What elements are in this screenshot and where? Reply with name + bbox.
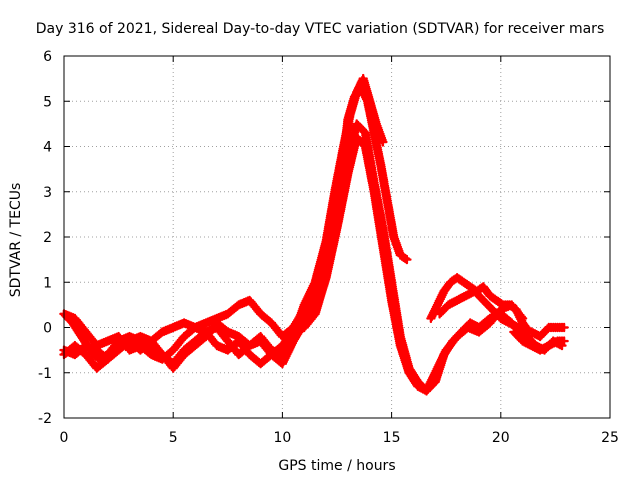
series-track-7 xyxy=(509,327,569,355)
y-tick-label: -1 xyxy=(38,366,52,382)
y-tick-label: 6 xyxy=(43,49,52,65)
series-track-8 xyxy=(526,322,569,342)
x-tick-label: 25 xyxy=(601,430,619,446)
y-tick-label: 0 xyxy=(43,321,52,337)
y-tick-label: 3 xyxy=(43,185,52,201)
y-tick-label: 4 xyxy=(43,140,52,156)
x-tick-label: 5 xyxy=(169,430,178,446)
x-tick-label: 20 xyxy=(492,430,510,446)
y-tick-label: 5 xyxy=(43,94,52,110)
x-axis-label: GPS time / hours xyxy=(278,458,395,474)
y-tick-label: -2 xyxy=(38,411,52,427)
y-axis-label: SDTVAR / TECUs xyxy=(8,183,24,298)
y-tick-label: 2 xyxy=(43,230,52,246)
x-tick-label: 10 xyxy=(273,430,291,446)
x-tick-label: 15 xyxy=(383,430,401,446)
axis-ticks: 0 5 10 15 20 25 -2 -1 0 1 2 3 4 5 6 xyxy=(38,49,619,446)
x-tick-label: 0 xyxy=(60,430,69,446)
series-track-4 xyxy=(59,132,528,396)
y-tick-label: 1 xyxy=(43,275,52,291)
series-track-5 xyxy=(426,273,534,337)
data-series xyxy=(59,73,569,396)
chart-title: Day 316 of 2021, Sidereal Day-to-day VTE… xyxy=(36,21,604,37)
